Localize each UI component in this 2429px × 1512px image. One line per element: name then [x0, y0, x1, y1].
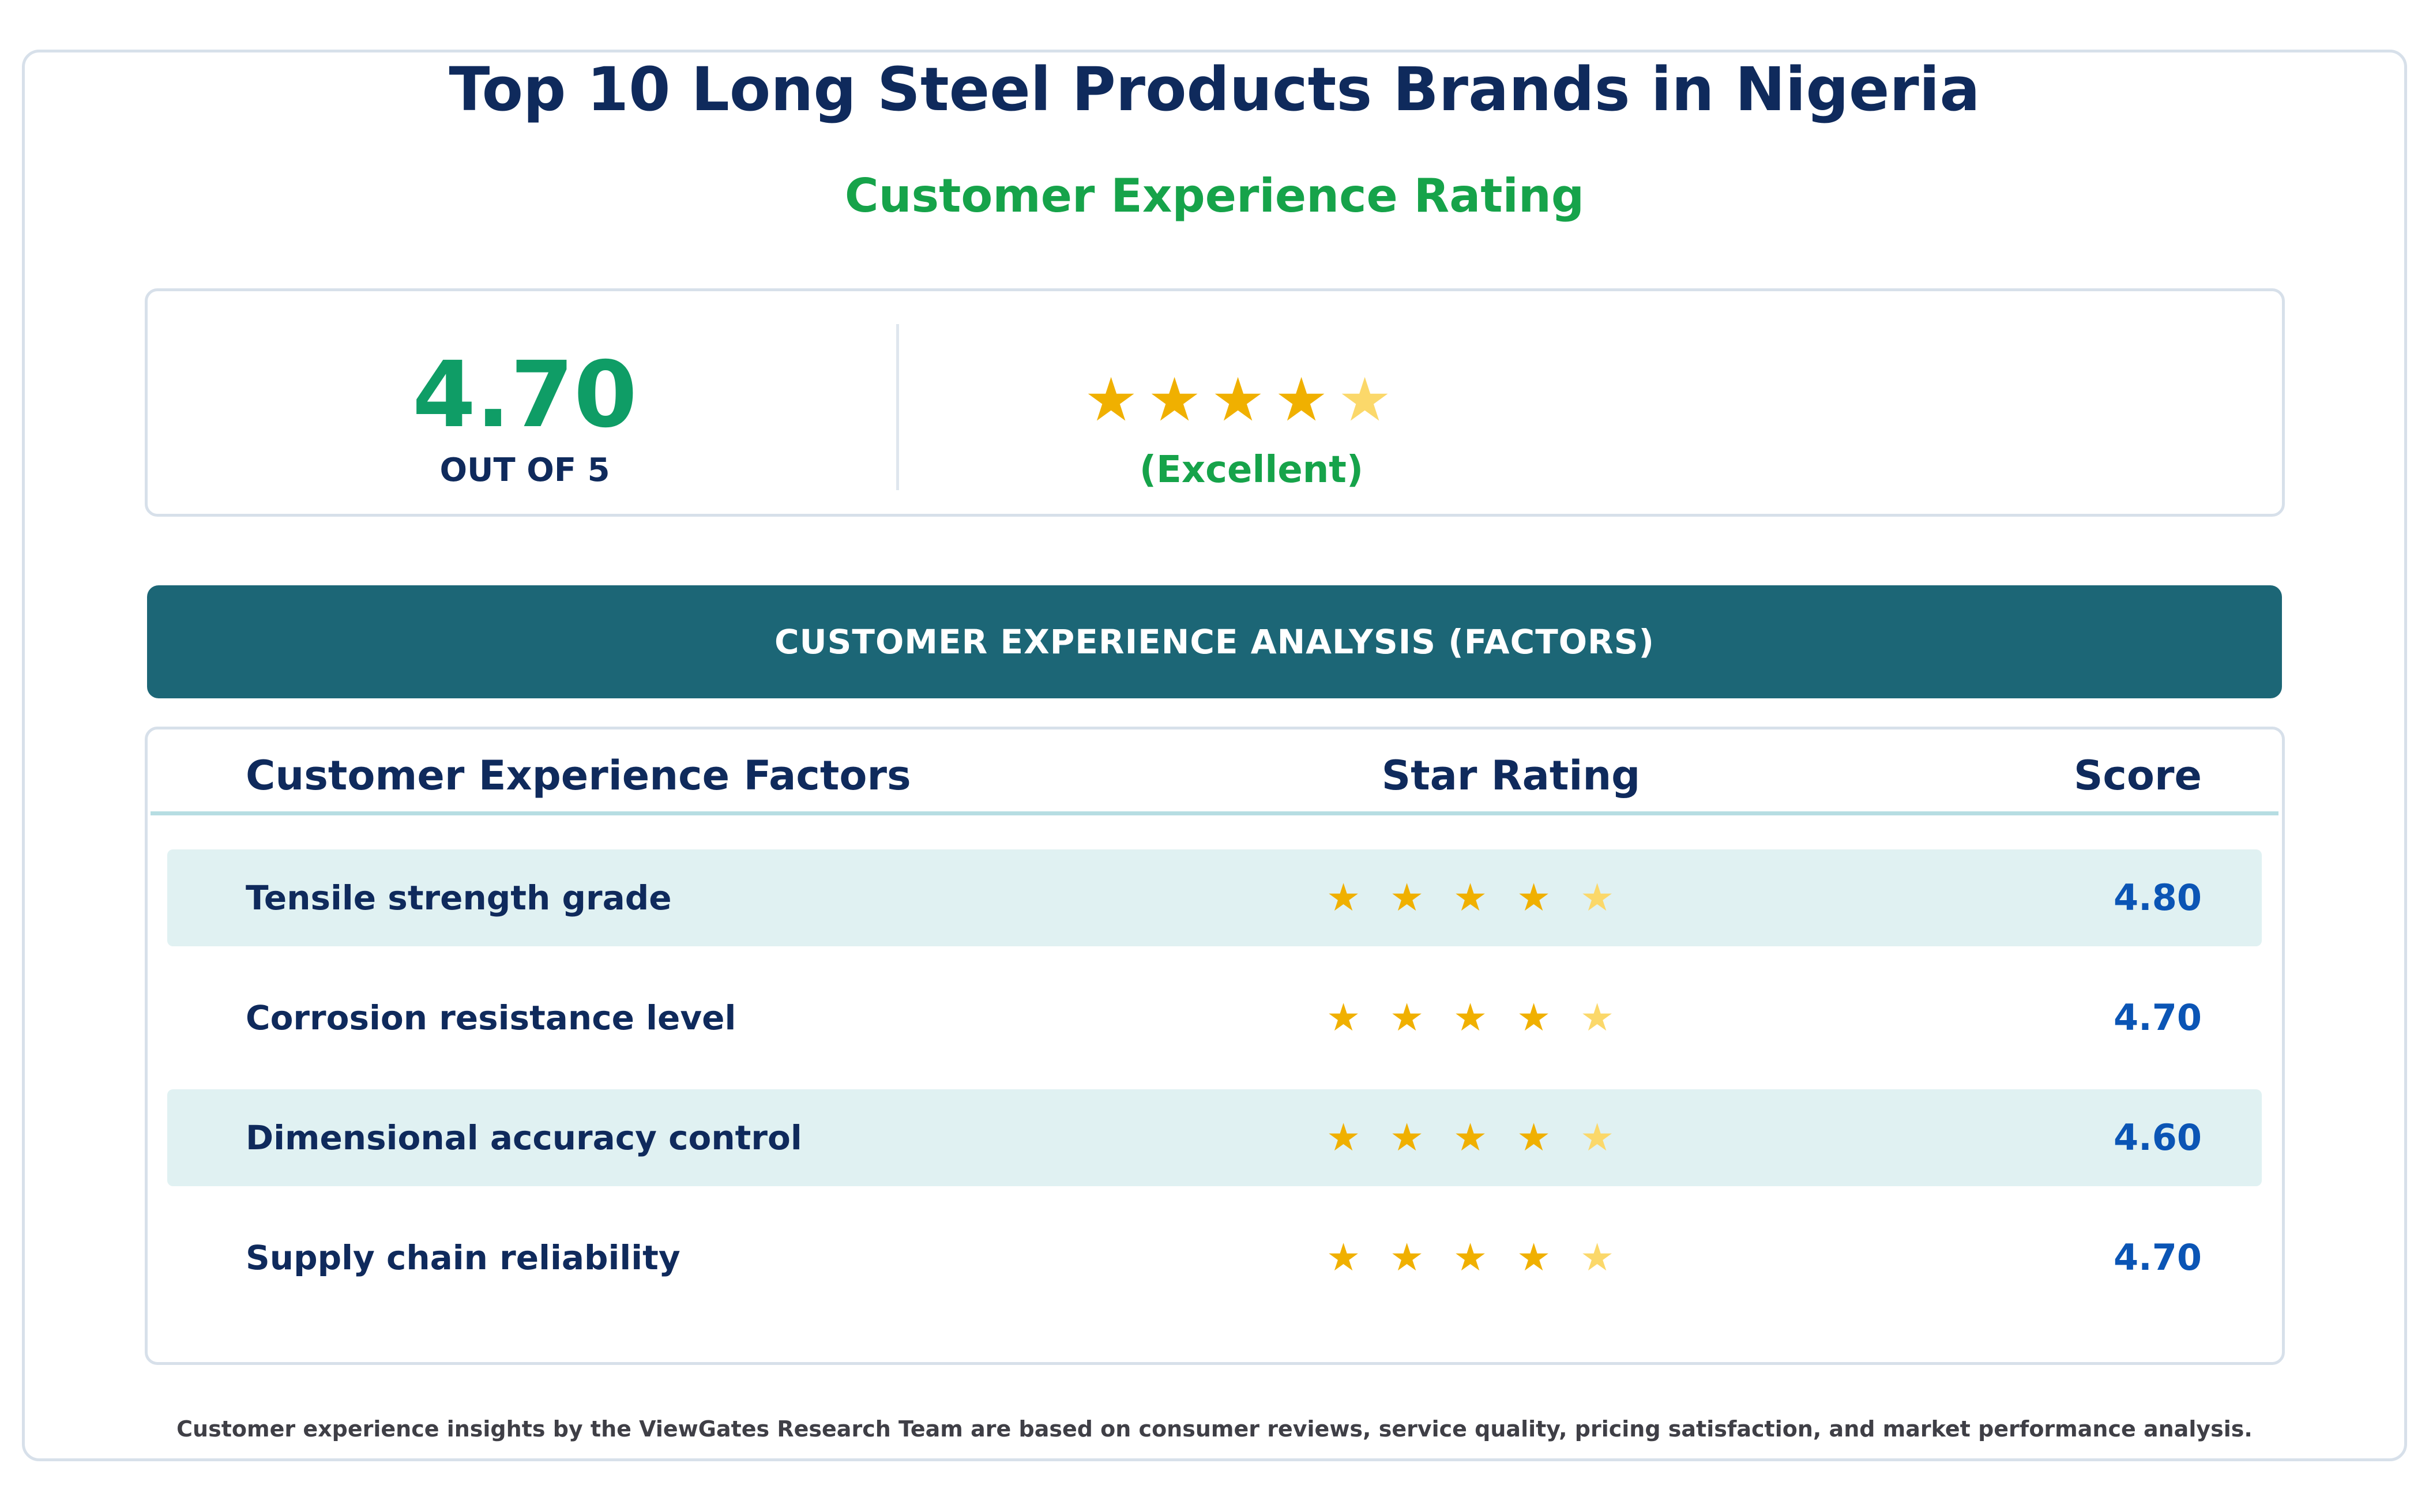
- star-full-icon: ★: [1453, 875, 1488, 920]
- star-full-icon: ★: [1517, 1235, 1551, 1280]
- star-full-icon: ★: [1453, 1115, 1488, 1160]
- row-star-rating: ★ ★ ★ ★ ★: [1326, 849, 1672, 946]
- star-partial-icon: ★: [1580, 995, 1615, 1040]
- row-star-rating: ★ ★ ★ ★ ★: [1326, 1209, 1672, 1306]
- summary-card: [145, 288, 2285, 517]
- table-row: Tensile strength grade ★ ★ ★ ★ ★ 4.80: [167, 849, 2262, 946]
- star-full-icon: ★: [1390, 875, 1424, 920]
- factor-name: Dimensional accuracy control: [246, 1118, 802, 1157]
- star-full-icon: ★: [1326, 875, 1361, 920]
- column-header-star-rating: Star Rating: [1381, 752, 1641, 799]
- table-header-divider: [151, 811, 2278, 815]
- overall-score: 4.70: [412, 342, 637, 448]
- page-title: Top 10 Long Steel Products Brands in Nig…: [449, 54, 1980, 125]
- star-full-icon: ★: [1517, 875, 1551, 920]
- star-full-icon: ★: [1326, 1235, 1361, 1280]
- row-star-rating: ★ ★ ★ ★ ★: [1326, 1089, 1672, 1186]
- star-full-icon: ★: [1148, 364, 1202, 435]
- factor-score: 4.60: [2114, 1116, 2202, 1159]
- factor-score: 4.70: [2114, 1236, 2202, 1278]
- factor-score: 4.80: [2114, 877, 2202, 919]
- analysis-banner: CUSTOMER EXPERIENCE ANALYSIS (FACTORS): [147, 585, 2282, 698]
- factor-name: Supply chain reliability: [246, 1238, 680, 1277]
- star-full-icon: ★: [1390, 995, 1424, 1040]
- rating-word: (Excellent): [1139, 449, 1364, 491]
- factor-name: Tensile strength grade: [246, 878, 672, 917]
- score-scale-label: OUT OF 5: [439, 452, 610, 489]
- footer-note: Customer experience insights by the View…: [176, 1416, 2253, 1442]
- star-partial-icon: ★: [1580, 1235, 1615, 1280]
- factor-score: 4.70: [2114, 996, 2202, 1039]
- column-header-score: Score: [2074, 752, 2202, 799]
- column-header-factors: Customer Experience Factors: [246, 752, 911, 799]
- table-row: Corrosion resistance level ★ ★ ★ ★ ★ 4.70: [167, 969, 2262, 1066]
- star-full-icon: ★: [1453, 1235, 1488, 1280]
- star-partial-icon: ★: [1580, 875, 1615, 920]
- star-full-icon: ★: [1326, 1115, 1361, 1160]
- star-full-icon: ★: [1084, 364, 1138, 435]
- table-row: Supply chain reliability ★ ★ ★ ★ ★ 4.70: [167, 1209, 2262, 1306]
- factor-name: Corrosion resistance level: [246, 998, 736, 1037]
- star-full-icon: ★: [1211, 364, 1265, 435]
- star-full-icon: ★: [1326, 995, 1361, 1040]
- star-full-icon: ★: [1517, 1115, 1551, 1160]
- star-full-icon: ★: [1517, 995, 1551, 1040]
- page-subtitle: Customer Experience Rating: [844, 169, 1585, 223]
- star-partial-icon: ★: [1580, 1115, 1615, 1160]
- star-full-icon: ★: [1274, 364, 1329, 435]
- star-full-icon: ★: [1390, 1235, 1424, 1280]
- factors-table: [145, 727, 2285, 1365]
- star-partial-icon: ★: [1338, 364, 1392, 435]
- star-full-icon: ★: [1453, 995, 1488, 1040]
- summary-divider: [896, 324, 899, 490]
- star-full-icon: ★: [1390, 1115, 1424, 1160]
- row-star-rating: ★ ★ ★ ★ ★: [1326, 969, 1672, 1066]
- table-row: Dimensional accuracy control ★ ★ ★ ★ ★ 4.60: [167, 1089, 2262, 1186]
